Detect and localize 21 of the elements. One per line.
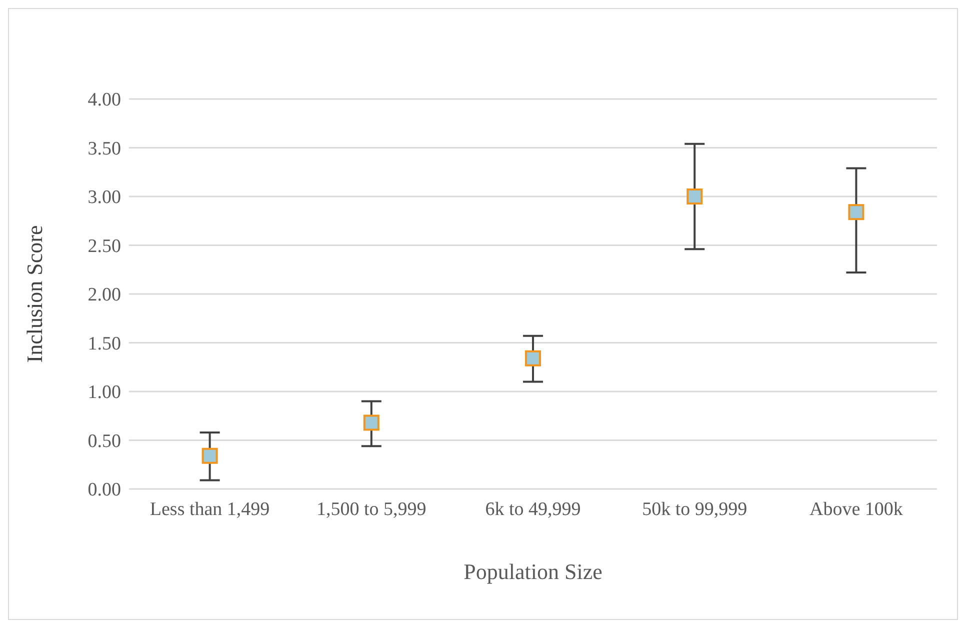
x-tick-label: Above 100k [809, 499, 904, 520]
y-tick-label: 0.50 [88, 430, 121, 452]
point [202, 448, 218, 464]
y-tick-label: 1.50 [88, 333, 121, 354]
y-tick-label: 3.00 [88, 187, 121, 208]
y-axis-title: Inclusion Score [22, 225, 47, 363]
x-axis-title: Population Size [464, 559, 602, 584]
point [848, 204, 864, 220]
y-tick-label: 3.50 [88, 138, 121, 160]
y-tick-label: 2.00 [88, 284, 121, 306]
x-tick-label: 50k to 99,999 [642, 499, 748, 520]
y-tick-label: 2.50 [88, 236, 121, 257]
x-tick-label: Less than 1,499 [150, 499, 270, 520]
y-tick-label: 0.00 [88, 480, 121, 501]
x-tick-label: 6k to 49,999 [485, 499, 581, 520]
y-tick-label: 1.00 [88, 382, 121, 404]
y-tick-label: 4.00 [88, 90, 121, 111]
point [525, 350, 541, 366]
point [686, 188, 703, 204]
x-tick-label: 1,500 to 5,999 [316, 499, 426, 520]
point [363, 414, 380, 431]
